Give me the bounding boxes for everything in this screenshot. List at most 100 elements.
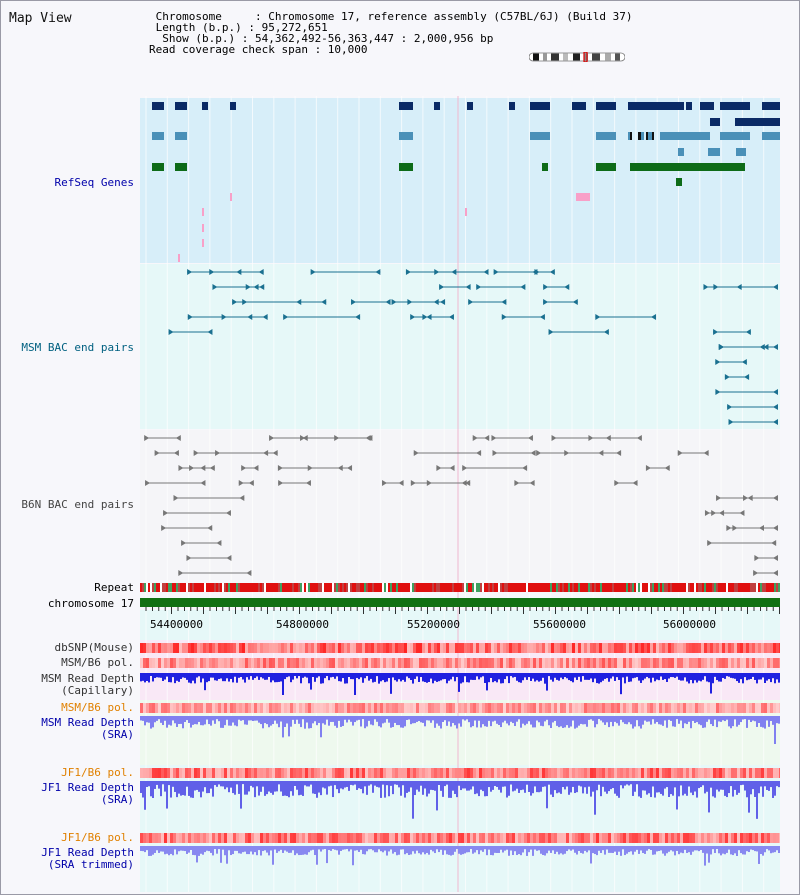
polymorphism-bin bbox=[425, 643, 428, 653]
read-depth-bar bbox=[696, 781, 698, 798]
repeat-bin bbox=[260, 583, 262, 592]
polymorphism-bin bbox=[182, 833, 185, 843]
bac-end-marker bbox=[161, 525, 167, 531]
read-depth-bar bbox=[484, 673, 486, 684]
b6n-bac-track[interactable] bbox=[140, 430, 780, 580]
polymorphism-bin bbox=[344, 703, 347, 713]
read-depth-bar bbox=[176, 846, 178, 855]
repeat-bin bbox=[288, 583, 290, 592]
polymorphism-bin bbox=[593, 833, 596, 843]
polymorphism-bin bbox=[584, 643, 587, 653]
msm-bac-track[interactable] bbox=[140, 264, 780, 429]
repeat-bin bbox=[660, 583, 662, 592]
polymorphism-bin bbox=[740, 833, 743, 843]
jf1-b6-pol-label: JF1/B6 pol. bbox=[61, 766, 134, 779]
polymorphism-bin bbox=[500, 643, 503, 653]
repeat-bin bbox=[716, 583, 718, 592]
read-depth-bar bbox=[514, 781, 516, 791]
repeat-bin bbox=[232, 583, 234, 592]
read-depth-bar bbox=[598, 673, 600, 684]
polymorphism-bin bbox=[305, 643, 308, 653]
read-depth-bar bbox=[334, 716, 336, 726]
read-depth-bar bbox=[774, 716, 776, 744]
read-depth-bar bbox=[546, 846, 548, 854]
read-depth-bar bbox=[258, 716, 260, 723]
read-depth-bar bbox=[360, 673, 362, 678]
repeat-bin bbox=[234, 583, 236, 592]
polymorphism-bin bbox=[209, 658, 212, 668]
polymorphism-bin bbox=[233, 658, 236, 668]
polymorphism-bin bbox=[422, 703, 425, 713]
polymorphism-bin bbox=[191, 833, 194, 843]
read-depth-bar bbox=[648, 673, 650, 679]
polymorphism-bin bbox=[650, 833, 653, 843]
polymorphism-bin bbox=[302, 658, 305, 668]
polymorphism-bin bbox=[140, 658, 143, 668]
read-depth-bar bbox=[594, 673, 596, 679]
polymorphism-bin bbox=[605, 833, 608, 843]
polymorphism-bin bbox=[653, 768, 656, 778]
read-depth-bar bbox=[576, 781, 578, 793]
read-depth-bar bbox=[550, 716, 552, 729]
read-depth-bar bbox=[702, 716, 704, 728]
read-depth-bar bbox=[634, 781, 636, 792]
read-depth-bar bbox=[578, 781, 580, 786]
polymorphism-bin bbox=[230, 703, 233, 713]
polymorphism-bin bbox=[584, 833, 587, 843]
repeat-bin bbox=[524, 583, 526, 592]
polymorphism-bin bbox=[638, 703, 641, 713]
read-depth-bar bbox=[380, 673, 382, 682]
repeat-bin bbox=[550, 583, 552, 592]
polymorphism-bin bbox=[521, 833, 524, 843]
repeat-bin bbox=[548, 583, 550, 592]
read-depth-bar bbox=[680, 716, 682, 721]
read-depth-bar bbox=[434, 846, 436, 854]
polymorphism-bin bbox=[557, 658, 560, 668]
read-depth-bar bbox=[228, 846, 230, 851]
read-depth-bar bbox=[712, 781, 714, 797]
read-depth-bar bbox=[188, 716, 190, 723]
polymorphism-bin bbox=[164, 643, 167, 653]
read-depth-bar bbox=[404, 716, 406, 727]
repeat-bin bbox=[606, 583, 608, 592]
polymorphism-bin bbox=[542, 658, 545, 668]
polymorphism-bin bbox=[704, 643, 707, 653]
read-depth-bar bbox=[518, 781, 520, 793]
read-depth-bar bbox=[750, 673, 752, 679]
polymorphism-bin bbox=[269, 768, 272, 778]
read-depth-bar bbox=[276, 781, 278, 792]
polymorphism-bin bbox=[230, 768, 233, 778]
polymorphism-bin bbox=[713, 768, 716, 778]
gene-feature bbox=[630, 163, 745, 171]
read-depth-bar bbox=[616, 673, 618, 678]
read-depth-bar bbox=[330, 673, 332, 678]
read-depth-bar bbox=[560, 673, 562, 678]
polymorphism-bin bbox=[755, 833, 758, 843]
read-depth-bar bbox=[404, 781, 406, 798]
jf1-depth-sra-label: JF1 Read Depth (SRA) bbox=[4, 782, 134, 806]
polymorphism-bin bbox=[692, 658, 695, 668]
read-depth-bar bbox=[698, 846, 700, 852]
genome-tracks-canvas[interactable] bbox=[140, 96, 780, 892]
read-depth-bar bbox=[170, 716, 172, 726]
polymorphism-bin bbox=[320, 643, 323, 653]
read-depth-bar bbox=[620, 846, 622, 856]
polymorphism-bin bbox=[350, 643, 353, 653]
polymorphism-bin bbox=[332, 703, 335, 713]
chromosome-ideogram[interactable] bbox=[529, 52, 625, 62]
read-depth-bar bbox=[528, 716, 530, 722]
repeat-bin bbox=[314, 583, 316, 592]
polymorphism-bin bbox=[293, 643, 296, 653]
read-depth-bar bbox=[768, 673, 770, 680]
polymorphism-bin bbox=[272, 703, 275, 713]
read-depth-bar bbox=[224, 716, 226, 726]
bac-end-marker bbox=[724, 374, 730, 380]
read-depth-bar bbox=[610, 716, 612, 722]
polymorphism-bin bbox=[437, 703, 440, 713]
polymorphism-bin bbox=[719, 768, 722, 778]
repeat-bin bbox=[392, 583, 394, 592]
read-depth-bar bbox=[270, 716, 272, 726]
refseq-track[interactable] bbox=[140, 98, 780, 263]
read-depth-bar bbox=[724, 846, 726, 855]
polymorphism-bin bbox=[149, 658, 152, 668]
